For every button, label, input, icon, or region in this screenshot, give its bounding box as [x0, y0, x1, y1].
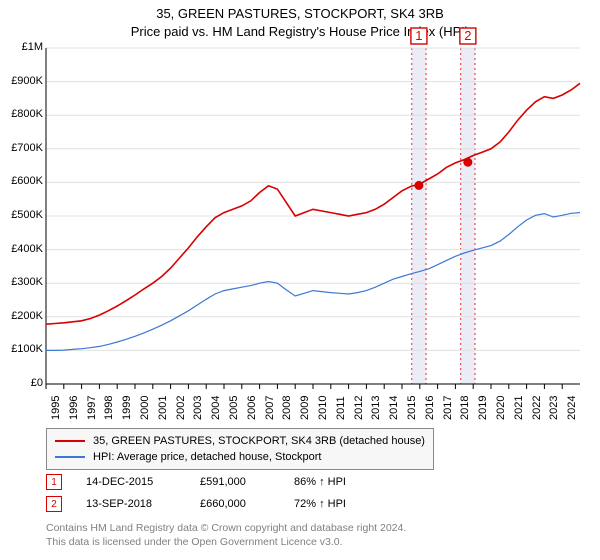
- sale-1-date: 14-DEC-2015: [86, 476, 176, 488]
- y-tick-label: £600K: [3, 175, 43, 187]
- svg-text:2: 2: [464, 28, 471, 43]
- x-tick-label: 2011: [335, 396, 347, 420]
- x-tick-label: 2010: [317, 396, 329, 420]
- x-tick-label: 1999: [121, 396, 133, 420]
- y-tick-label: £100K: [3, 343, 43, 355]
- x-tick-label: 2020: [495, 396, 507, 420]
- x-tick-label: 2022: [531, 396, 543, 420]
- sale-1-price: £591,000: [200, 476, 270, 488]
- x-tick-label: 2021: [513, 396, 525, 420]
- x-tick-label: 1995: [50, 396, 62, 420]
- x-tick-label: 2018: [459, 396, 471, 420]
- y-tick-label: £400K: [3, 243, 43, 255]
- y-tick-label: £300K: [3, 276, 43, 288]
- legend-row-price-paid: 35, GREEN PASTURES, STOCKPORT, SK4 3RB (…: [55, 433, 425, 449]
- x-tick-label: 2004: [210, 396, 222, 420]
- footnote-copyright: Contains HM Land Registry data © Crown c…: [46, 522, 406, 534]
- x-tick-label: 2012: [353, 396, 365, 420]
- sale-2-date: 13-SEP-2018: [86, 498, 176, 510]
- footnote-licence: This data is licensed under the Open Gov…: [46, 536, 343, 548]
- y-tick-label: £500K: [3, 209, 43, 221]
- x-tick-label: 2005: [228, 396, 240, 420]
- x-tick-label: 2008: [281, 396, 293, 420]
- sale-2-vs-hpi: 72% ↑ HPI: [294, 498, 346, 510]
- x-tick-label: 2009: [299, 396, 311, 420]
- x-tick-label: 2019: [477, 396, 489, 420]
- x-tick-label: 2002: [175, 396, 187, 420]
- x-tick-label: 2013: [370, 396, 382, 420]
- legend-label-price-paid: 35, GREEN PASTURES, STOCKPORT, SK4 3RB (…: [93, 435, 425, 447]
- x-tick-label: 1996: [68, 396, 80, 420]
- x-tick-label: 2016: [424, 396, 436, 420]
- x-tick-label: 1998: [103, 396, 115, 420]
- legend-swatch-price-paid: [55, 440, 85, 442]
- y-tick-label: £700K: [3, 142, 43, 154]
- x-tick-label: 2023: [548, 396, 560, 420]
- page-subtitle: Price paid vs. HM Land Registry's House …: [0, 24, 600, 39]
- legend: 35, GREEN PASTURES, STOCKPORT, SK4 3RB (…: [46, 428, 434, 470]
- x-tick-label: 2003: [192, 396, 204, 420]
- x-tick-label: 2017: [442, 396, 454, 420]
- svg-text:1: 1: [415, 28, 422, 43]
- x-tick-label: 2007: [264, 396, 276, 420]
- x-tick-label: 2001: [157, 396, 169, 420]
- y-tick-label: £900K: [3, 75, 43, 87]
- sale-marker-2-icon: 2: [46, 496, 62, 512]
- y-tick-label: £200K: [3, 310, 43, 322]
- y-tick-label: £1M: [3, 41, 43, 53]
- x-tick-label: 2000: [139, 396, 151, 420]
- legend-row-hpi: HPI: Average price, detached house, Stoc…: [55, 449, 425, 465]
- legend-label-hpi: HPI: Average price, detached house, Stoc…: [93, 451, 322, 463]
- sale-row-1: 1 14-DEC-2015 £591,000 86% ↑ HPI: [46, 474, 346, 490]
- sale-row-2: 2 13-SEP-2018 £660,000 72% ↑ HPI: [46, 496, 346, 512]
- legend-swatch-hpi: [55, 456, 85, 458]
- sale-1-vs-hpi: 86% ↑ HPI: [294, 476, 346, 488]
- sale-marker-1-icon: 1: [46, 474, 62, 490]
- x-tick-label: 1997: [86, 396, 98, 420]
- page-title-address: 35, GREEN PASTURES, STOCKPORT, SK4 3RB: [0, 6, 600, 21]
- chart-plot-area: 12: [46, 48, 580, 384]
- x-tick-label: 2006: [246, 396, 258, 420]
- y-tick-label: £0: [3, 377, 43, 389]
- sale-2-price: £660,000: [200, 498, 270, 510]
- x-tick-label: 2015: [406, 396, 418, 420]
- y-tick-label: £800K: [3, 108, 43, 120]
- x-tick-label: 2014: [388, 396, 400, 420]
- x-tick-label: 2024: [566, 396, 578, 420]
